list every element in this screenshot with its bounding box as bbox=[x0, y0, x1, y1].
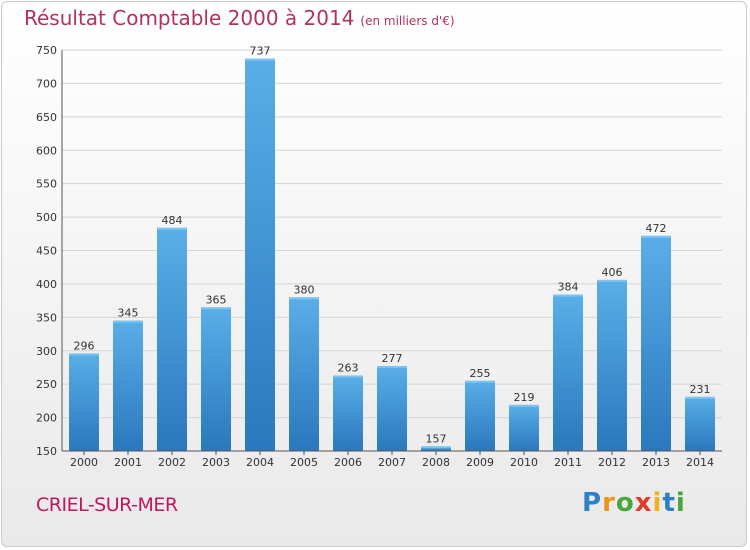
bar-top-edge bbox=[377, 366, 407, 369]
x-tick-label: 2014 bbox=[686, 456, 714, 469]
bar-value-label: 406 bbox=[602, 266, 623, 279]
bar-2010 bbox=[509, 404, 539, 451]
place-name: CRIEL-SUR-MER bbox=[36, 494, 178, 516]
chart-subtitle: (en milliers d'€) bbox=[360, 14, 455, 28]
bar-2014 bbox=[685, 396, 715, 451]
bar-2011 bbox=[553, 294, 583, 451]
y-tick-label: 400 bbox=[36, 278, 57, 291]
y-tick-label: 350 bbox=[36, 311, 57, 324]
x-tick-label: 2003 bbox=[202, 456, 230, 469]
bar-value-label: 380 bbox=[294, 283, 315, 296]
bar-top-edge bbox=[421, 446, 451, 449]
bar-value-label: 484 bbox=[162, 214, 183, 227]
bar-value-label: 231 bbox=[690, 383, 711, 396]
bars: 296 345 484 365 737 380 263 277 157 255 219 384 406 4… bbox=[69, 45, 715, 452]
bar-value-label: 472 bbox=[646, 222, 667, 235]
x-tick-label: 2002 bbox=[158, 456, 186, 469]
bar-top-edge bbox=[685, 396, 715, 399]
y-tick-label: 200 bbox=[36, 412, 57, 425]
bar-value-label: 255 bbox=[470, 367, 491, 380]
bar-value-label: 365 bbox=[206, 293, 227, 306]
bar-2001 bbox=[113, 320, 143, 451]
y-tick-label: 250 bbox=[36, 378, 57, 391]
bar-2005 bbox=[289, 297, 319, 451]
proxiti-logo[interactable]: Proxiti bbox=[582, 488, 686, 518]
y-tick-label: 750 bbox=[36, 44, 57, 57]
x-tick-label: 2010 bbox=[510, 456, 538, 469]
bar-top-edge bbox=[465, 380, 495, 383]
bar-value-label: 277 bbox=[382, 352, 403, 365]
y-tick-label: 450 bbox=[36, 245, 57, 258]
x-tick-label: 2000 bbox=[70, 456, 98, 469]
bar-2012 bbox=[597, 279, 627, 451]
y-tick-label: 300 bbox=[36, 345, 57, 358]
bar-value-label: 384 bbox=[558, 281, 579, 294]
bar-2000 bbox=[69, 353, 99, 451]
bar-value-label: 345 bbox=[118, 307, 139, 320]
bar-2004 bbox=[245, 58, 275, 452]
chart-title: Résultat Comptable 2000 à 2014 (en millie… bbox=[24, 6, 455, 30]
bar-top-edge bbox=[201, 307, 231, 310]
bar-2002 bbox=[157, 227, 187, 451]
x-tick-label: 2005 bbox=[290, 456, 318, 469]
bar-top-edge bbox=[333, 375, 363, 378]
bar-value-label: 737 bbox=[250, 45, 271, 58]
x-tick-label: 2011 bbox=[554, 456, 582, 469]
y-tick-label: 600 bbox=[36, 144, 57, 157]
x-tick-label: 2012 bbox=[598, 456, 626, 469]
bar-2008 bbox=[421, 446, 451, 451]
x-tick-label: 2009 bbox=[466, 456, 494, 469]
bar-2003 bbox=[201, 307, 231, 451]
bar-value-label: 219 bbox=[514, 391, 535, 404]
bar-top-edge bbox=[597, 279, 627, 282]
x-tick-label: 2004 bbox=[246, 456, 274, 469]
x-tick-label: 2013 bbox=[642, 456, 670, 469]
bar-2013 bbox=[641, 235, 671, 451]
y-tick-label: 650 bbox=[36, 111, 57, 124]
bar-2007 bbox=[377, 366, 407, 451]
bar-top-edge bbox=[157, 227, 187, 230]
x-tick-label: 2001 bbox=[114, 456, 142, 469]
x-tick-label: 2008 bbox=[422, 456, 450, 469]
bar-2006 bbox=[333, 375, 363, 451]
bar-value-label: 157 bbox=[426, 432, 447, 445]
y-tick-label: 500 bbox=[36, 211, 57, 224]
bar-2009 bbox=[465, 380, 495, 451]
bar-top-edge bbox=[553, 294, 583, 297]
bar-top-edge bbox=[289, 297, 319, 300]
chart-title-text: Résultat Comptable 2000 à 2014 bbox=[24, 6, 355, 30]
bar-value-label: 296 bbox=[74, 339, 95, 352]
bar-top-edge bbox=[245, 58, 275, 61]
axes: 150 200 250 300 350 400 450 500 550 600 650 700 750 2… bbox=[36, 44, 722, 469]
bar-top-edge bbox=[641, 235, 671, 238]
y-tick-label: 700 bbox=[36, 77, 57, 90]
bar-top-edge bbox=[113, 320, 143, 323]
bar-top-edge bbox=[509, 404, 539, 407]
x-tick-label: 2007 bbox=[378, 456, 406, 469]
bar-top-edge bbox=[69, 353, 99, 356]
bar-value-label: 263 bbox=[338, 361, 359, 374]
x-tick-label: 2006 bbox=[334, 456, 362, 469]
y-tick-label: 550 bbox=[36, 178, 57, 191]
y-tick-label: 150 bbox=[36, 445, 57, 458]
